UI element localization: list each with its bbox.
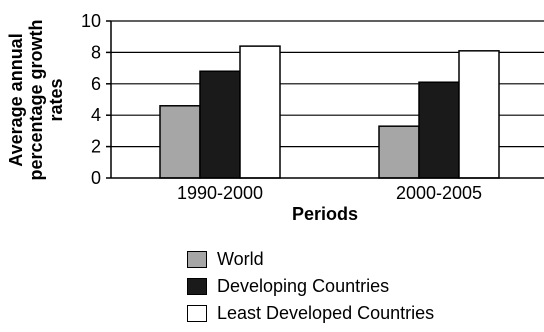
y-axis-title-line: percentage growth bbox=[26, 19, 46, 180]
bars bbox=[159, 45, 500, 179]
bar-world-1990-2000 bbox=[159, 105, 201, 179]
y-tick-label: 6 bbox=[91, 74, 101, 94]
x-tick-label: 1990-2000 bbox=[177, 183, 263, 203]
y-axis-title-line: rates bbox=[46, 78, 66, 121]
x-tick-labels: 1990-2000 2000-2005 bbox=[177, 183, 482, 203]
bar-developing-countries-2000-2005 bbox=[418, 81, 460, 179]
legend-label-world: World bbox=[217, 249, 264, 269]
y-tick-labels: 0 2 4 6 8 10 bbox=[81, 11, 101, 188]
bar-least-developed-countries-1990-2000 bbox=[239, 45, 281, 179]
x-axis-title: Periods bbox=[292, 204, 358, 224]
svg-text:Average annualpercentage growt: Average annualpercentage growthrates bbox=[6, 19, 66, 180]
bar-developing-countries-1990-2000 bbox=[199, 70, 241, 179]
y-tick-label: 2 bbox=[91, 137, 101, 157]
legend-label-developing: Developing Countries bbox=[217, 276, 390, 296]
y-tick-label: 10 bbox=[81, 11, 101, 31]
bar-least-developed-countries-2000-2005 bbox=[458, 50, 500, 179]
legend-swatch-least-developed bbox=[187, 305, 207, 322]
legend-swatch-developing bbox=[187, 278, 207, 295]
bar-chart: Average annualpercentage growthrates 0 2 4… bbox=[6, 11, 544, 224]
y-axis-title-line: Average annual bbox=[6, 33, 26, 166]
legend-swatch-world bbox=[187, 251, 207, 268]
y-axis-title: Average annualpercentage growthrates bbox=[6, 19, 66, 180]
y-tick-label: 0 bbox=[91, 168, 101, 188]
x-tick-label: 2000-2005 bbox=[396, 183, 482, 203]
y-tick-label: 8 bbox=[91, 42, 101, 62]
axes bbox=[106, 20, 544, 179]
legend-label-least-developed: Least Developed Countries bbox=[217, 303, 435, 323]
y-tick-label: 4 bbox=[91, 105, 101, 125]
bar-world-2000-2005 bbox=[378, 125, 420, 179]
